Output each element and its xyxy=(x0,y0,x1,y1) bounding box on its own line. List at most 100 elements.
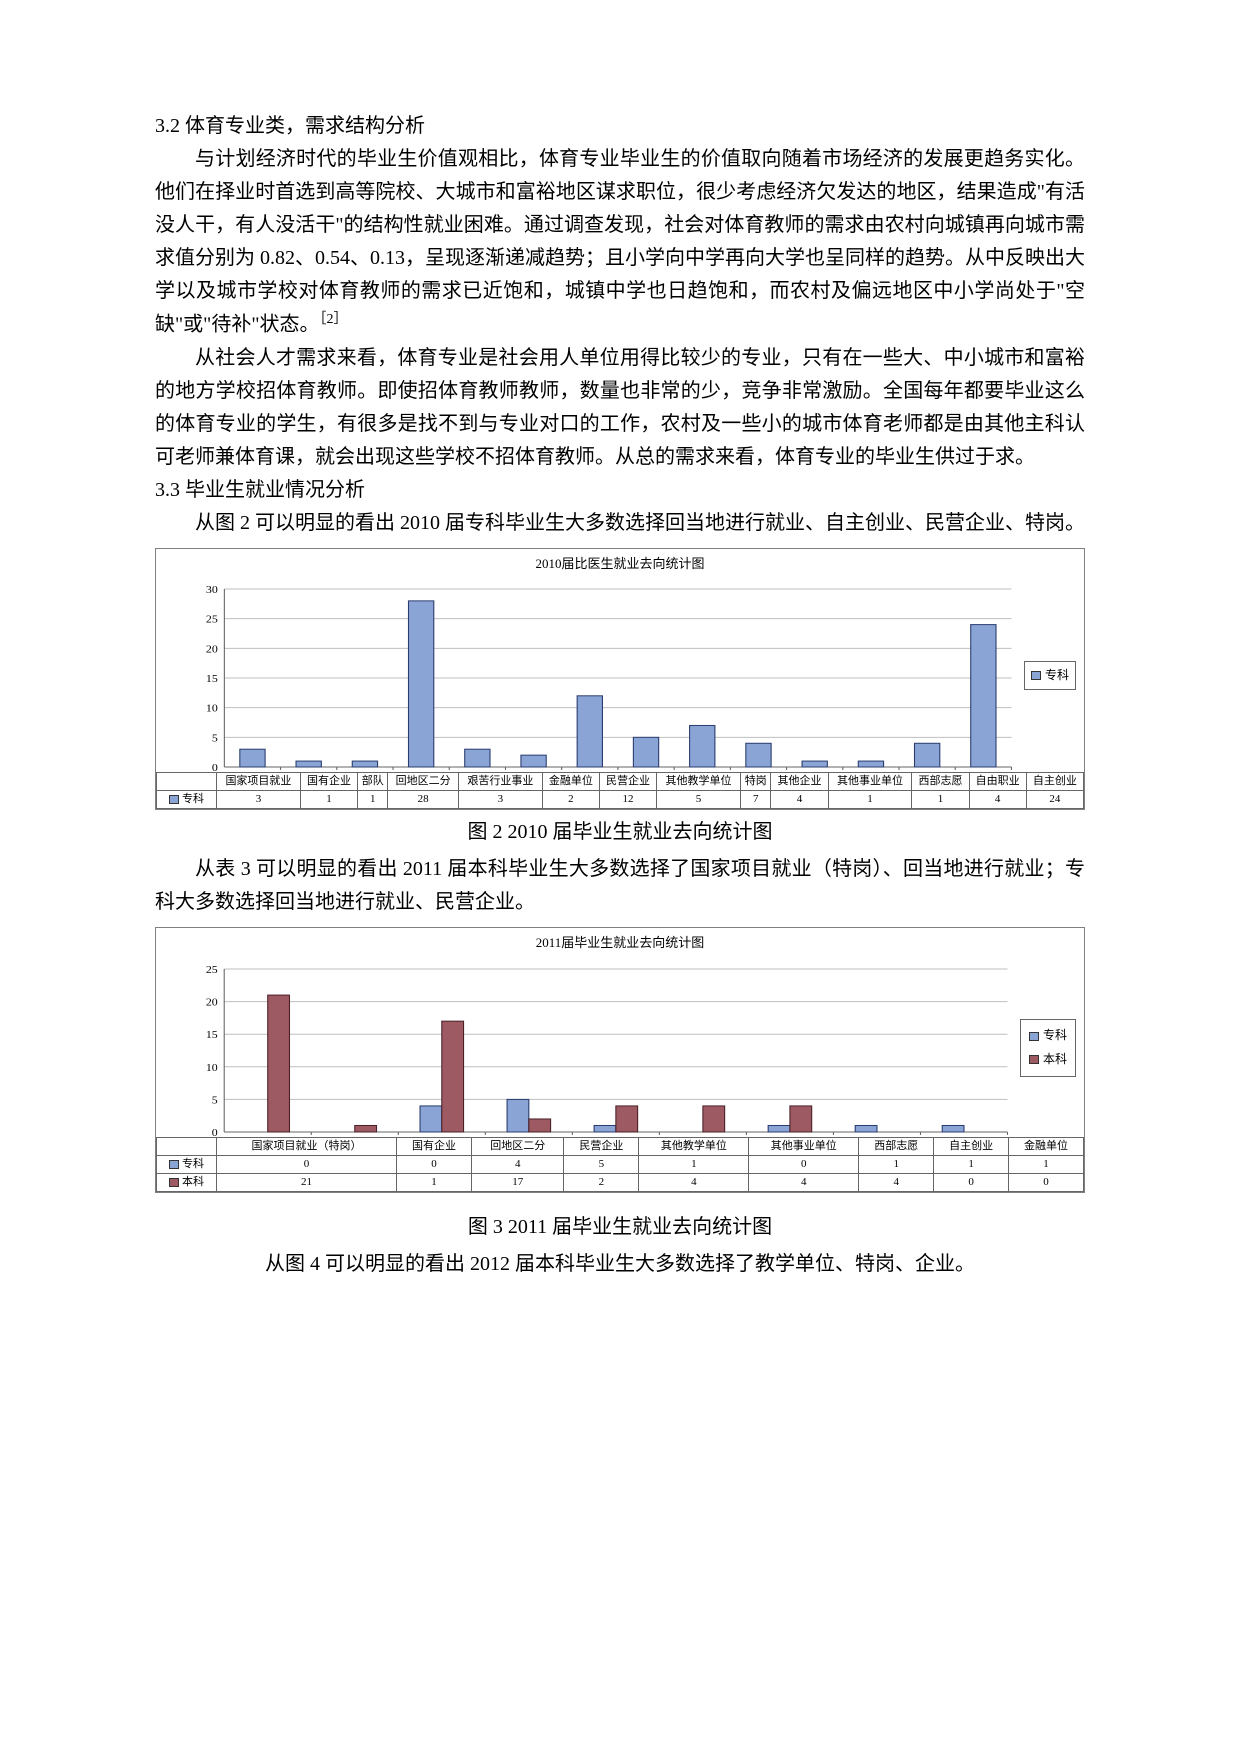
table-cell: 0 xyxy=(397,1156,472,1174)
table-cell: 1 xyxy=(828,791,912,809)
table-cell: 4 xyxy=(639,1174,749,1192)
svg-text:10: 10 xyxy=(206,703,218,715)
table-header: 特岗 xyxy=(741,773,771,791)
table-header: 国家项目就业 xyxy=(217,773,301,791)
table-cell: 1 xyxy=(912,791,969,809)
table-header: 民营企业 xyxy=(564,1137,639,1155)
table-row-label: 专科 xyxy=(157,791,217,809)
svg-text:20: 20 xyxy=(206,997,218,1009)
table-cell: 28 xyxy=(388,791,459,809)
table-header: 国有企业 xyxy=(300,773,357,791)
svg-text:25: 25 xyxy=(206,614,218,626)
svg-text:15: 15 xyxy=(206,1029,218,1041)
table-cell: 4 xyxy=(771,791,828,809)
table-cell: 17 xyxy=(472,1174,564,1192)
legend-swatch-zhuanke xyxy=(1031,671,1041,680)
table-header: 金融单位 xyxy=(1009,1137,1084,1155)
table-cell: 1 xyxy=(1009,1156,1084,1174)
table-header: 国家项目就业（特岗） xyxy=(217,1137,397,1155)
table-header: 西部志愿 xyxy=(859,1137,934,1155)
table-cell: 7 xyxy=(741,791,771,809)
svg-text:20: 20 xyxy=(206,644,218,656)
section-heading-3-2: 3.2 体育专业类，需求结构分析 xyxy=(155,110,1085,143)
chart-2010-plot: 0 5 10 15 20 25 30 xyxy=(194,583,1018,773)
svg-text:0: 0 xyxy=(212,762,218,773)
table-row-label: 本科 xyxy=(157,1174,217,1192)
table-header: 西部志愿 xyxy=(912,773,969,791)
chart-2010: 2010届比医生就业去向统计图 051015202530 专科 国家项目就业国有… xyxy=(155,548,1085,811)
table-cell: 3 xyxy=(458,791,542,809)
chart-2011-plot: 0 5 10 15 20 25 xyxy=(194,963,1014,1138)
paragraph-5: 从图 4 可以明显的看出 2012 届本科毕业生大多数选择了教学单位、特岗、企业… xyxy=(155,1248,1085,1281)
table-header: 其他教学单位 xyxy=(657,773,741,791)
table-cell: 4 xyxy=(969,791,1026,809)
table-header: 其他事业单位 xyxy=(828,773,912,791)
table-header: 回地区二分 xyxy=(472,1137,564,1155)
paragraph-4: 从表 3 可以明显的看出 2011 届本科毕业生大多数选择了国家项目就业（特岗）… xyxy=(155,853,1085,919)
table-header: 其他企业 xyxy=(771,773,828,791)
table-cell: 1 xyxy=(397,1174,472,1192)
table-header: 其他事业单位 xyxy=(749,1137,859,1155)
table-cell: 4 xyxy=(749,1174,859,1192)
table-cell: 1 xyxy=(358,791,388,809)
chart-2011: 2011届毕业生就业去向统计图 0510152025 专科本科 国家项目就业（特… xyxy=(155,927,1085,1193)
figure-3-caption: 图 3 2011 届毕业生就业去向统计图 xyxy=(155,1211,1085,1244)
table-cell: 5 xyxy=(564,1156,639,1174)
legend-label-zhuanke: 专科 xyxy=(1045,666,1069,686)
table-cell: 5 xyxy=(657,791,741,809)
svg-text:5: 5 xyxy=(212,733,218,745)
section-heading-3-3: 3.3 毕业生就业情况分析 xyxy=(155,474,1085,507)
table-cell: 12 xyxy=(599,791,656,809)
figure-2-caption: 图 2 2010 届毕业生就业去向统计图 xyxy=(155,816,1085,849)
table-cell: 21 xyxy=(217,1174,397,1192)
table-header: 回地区二分 xyxy=(388,773,459,791)
svg-text:5: 5 xyxy=(212,1095,218,1107)
legend-swatch xyxy=(1029,1055,1039,1064)
citation-2: ［2］ xyxy=(320,312,348,327)
legend-item: 专科 xyxy=(1029,1026,1067,1046)
table-header: 部队 xyxy=(358,773,388,791)
chart-2011-table: 国家项目就业（特岗）国有企业回地区二分民营企业其他教学单位其他事业单位西部志愿自… xyxy=(156,1137,1084,1193)
svg-text:30: 30 xyxy=(206,584,218,596)
table-header: 自主创业 xyxy=(1026,773,1083,791)
table-cell: 4 xyxy=(859,1174,934,1192)
table-cell: 0 xyxy=(749,1156,859,1174)
chart-2011-title: 2011届毕业生就业去向统计图 xyxy=(156,928,1084,957)
table-header: 艰苦行业事业 xyxy=(458,773,542,791)
table-cell: 4 xyxy=(472,1156,564,1174)
svg-text:25: 25 xyxy=(206,964,218,976)
table-cell: 1 xyxy=(300,791,357,809)
svg-text:15: 15 xyxy=(206,673,218,685)
svg-text:0: 0 xyxy=(212,1127,218,1138)
chart-2010-legend: 专科 xyxy=(1018,578,1084,773)
table-header: 民营企业 xyxy=(599,773,656,791)
table-cell: 1 xyxy=(859,1156,934,1174)
paragraph-1-text: 与计划经济时代的毕业生价值观相比，体育专业毕业生的价值取向随着市场经济的发展更趋… xyxy=(155,148,1085,336)
svg-text:10: 10 xyxy=(206,1062,218,1074)
legend-label: 专科 xyxy=(1043,1026,1067,1046)
table-cell: 3 xyxy=(217,791,301,809)
table-header: 自由职业 xyxy=(969,773,1026,791)
table-cell: 2 xyxy=(564,1174,639,1192)
table-cell: 0 xyxy=(217,1156,397,1174)
table-header: 其他教学单位 xyxy=(639,1137,749,1155)
paragraph-2: 从社会人才需求来看，体育专业是社会用人单位用得比较少的专业，只有在一些大、中小城… xyxy=(155,342,1085,474)
chart-2011-legend: 专科本科 xyxy=(1014,958,1084,1138)
legend-swatch xyxy=(1029,1032,1039,1041)
table-cell: 1 xyxy=(639,1156,749,1174)
table-header: 金融单位 xyxy=(542,773,599,791)
table-row-label: 专科 xyxy=(157,1156,217,1174)
chart-2010-title: 2010届比医生就业去向统计图 xyxy=(156,549,1084,578)
table-cell: 24 xyxy=(1026,791,1083,809)
table-header: 自主创业 xyxy=(934,1137,1009,1155)
table-cell: 0 xyxy=(934,1174,1009,1192)
table-cell: 0 xyxy=(1009,1174,1084,1192)
paragraph-3: 从图 2 可以明显的看出 2010 届专科毕业生大多数选择回当地进行就业、自主创… xyxy=(155,507,1085,540)
table-header: 国有企业 xyxy=(397,1137,472,1155)
legend-item: 本科 xyxy=(1029,1050,1067,1070)
table-cell: 1 xyxy=(934,1156,1009,1174)
legend-label: 本科 xyxy=(1043,1050,1067,1070)
paragraph-1: 与计划经济时代的毕业生价值观相比，体育专业毕业生的价值取向随着市场经济的发展更趋… xyxy=(155,143,1085,342)
chart-2010-table: 国家项目就业国有企业部队回地区二分艰苦行业事业金融单位民营企业其他教学单位特岗其… xyxy=(156,772,1084,809)
table-cell: 2 xyxy=(542,791,599,809)
